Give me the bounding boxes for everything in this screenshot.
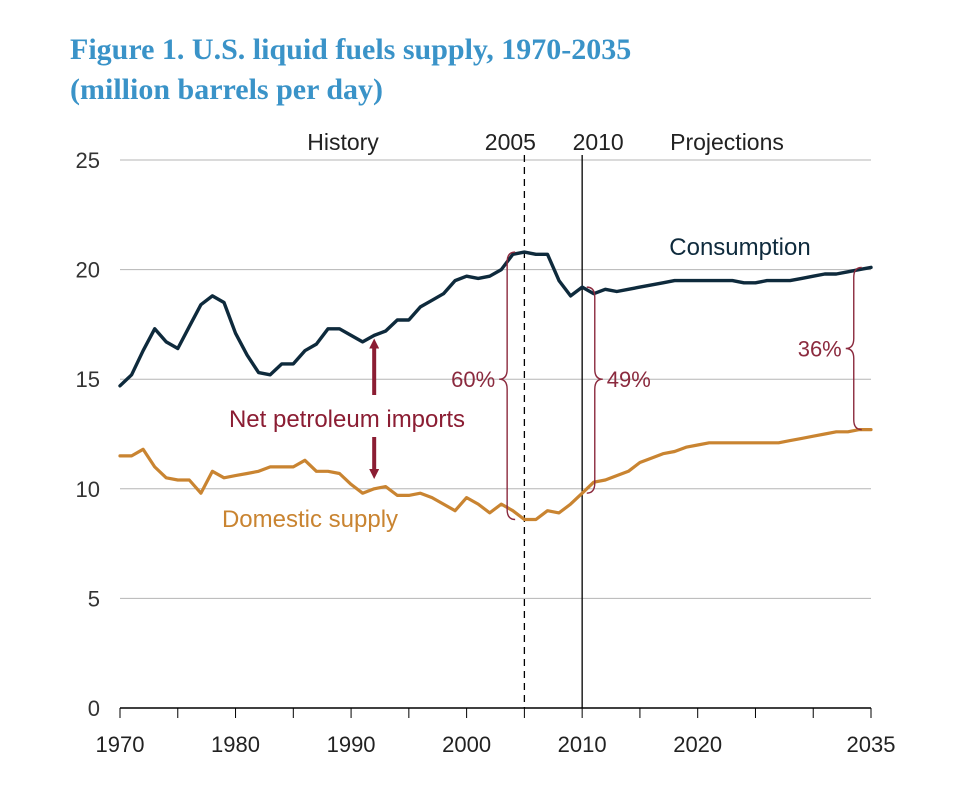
consumption-label: Consumption bbox=[669, 234, 810, 261]
projections-label: Projections bbox=[670, 129, 784, 155]
brace-label-49pct: 49% bbox=[607, 367, 651, 392]
reference-lines: 2005 2010 History Projections bbox=[307, 129, 784, 708]
y-tick-label-5: 5 bbox=[88, 586, 100, 611]
series bbox=[118, 250, 873, 522]
brace-2 bbox=[586, 286, 603, 494]
y-tick-label-20: 20 bbox=[76, 258, 100, 283]
x-tick-label-2020: 2020 bbox=[673, 732, 722, 757]
domestic-supply-label: Domestic supply bbox=[222, 506, 398, 533]
net-imports-label: Net petroleum imports bbox=[229, 406, 465, 433]
chart-title: Figure 1. U.S. liquid fuels supply, 1970… bbox=[70, 30, 631, 110]
x-tick-label-1990: 1990 bbox=[327, 732, 376, 757]
x-tick-label-2035: 2035 bbox=[847, 732, 896, 757]
brace-3 bbox=[845, 266, 862, 431]
x-tick-label-1970: 1970 bbox=[96, 732, 145, 757]
x-tick-label-2010: 2010 bbox=[558, 732, 607, 757]
y-tick-label-25: 25 bbox=[76, 148, 100, 173]
annotations: Consumption Domestic supply Net petroleum … bbox=[222, 234, 862, 533]
chart-title-line: Figure 1. U.S. liquid fuels supply, 1970… bbox=[70, 33, 632, 66]
brace-1 bbox=[499, 251, 516, 521]
chart-subtitle: (million barrels per day) bbox=[70, 73, 384, 106]
y-tick-label-0: 0 bbox=[88, 696, 100, 721]
brace-label-60pct: 60% bbox=[451, 367, 495, 392]
y-tick-label-10: 10 bbox=[76, 477, 100, 502]
series-line-consumption bbox=[118, 250, 873, 388]
axes: 0 5 10 15 20 25 1970 1980 1990 2000 2010 2020 2035 bbox=[76, 148, 896, 757]
x-tick-label-2000: 2000 bbox=[442, 732, 491, 757]
series-line-domestic-supply bbox=[118, 428, 873, 522]
y-tick-label-15: 15 bbox=[76, 367, 100, 392]
gridlines bbox=[120, 159, 871, 599]
x-tick-label-1980: 1980 bbox=[211, 732, 260, 757]
brace-label-36pct: 36% bbox=[798, 337, 842, 362]
reference-label-2005: 2005 bbox=[485, 129, 536, 155]
history-label: History bbox=[307, 129, 379, 155]
reference-label-2010: 2010 bbox=[573, 129, 624, 155]
